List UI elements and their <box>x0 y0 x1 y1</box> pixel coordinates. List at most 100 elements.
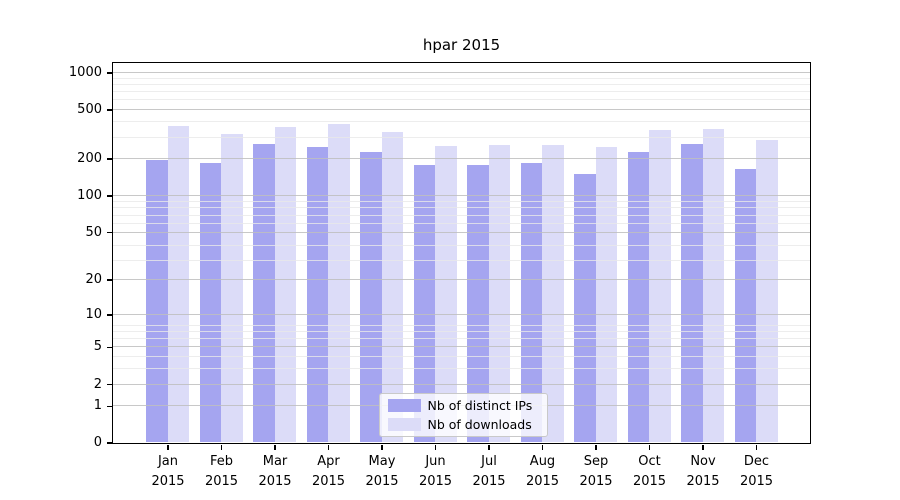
y-tick-label: 1000 <box>68 64 102 80</box>
x-tick <box>327 444 330 450</box>
legend-label: Nb of downloads <box>427 416 532 432</box>
x-tick <box>220 444 223 450</box>
gridline-minor <box>112 324 810 326</box>
bar-distinct-ips-feb <box>199 163 221 443</box>
bar-distinct-ips-jul <box>467 165 489 443</box>
y-tick <box>107 383 112 386</box>
y-tick <box>107 109 112 111</box>
gridline-minor <box>112 121 810 123</box>
y-tick-label: 200 <box>77 151 102 167</box>
gridline-major <box>112 313 810 315</box>
x-tick-label: May 2015 <box>365 454 399 489</box>
x-tick-label: Feb 2015 <box>204 454 239 489</box>
y-tick-label: 0 <box>93 435 102 450</box>
bar-distinct-ips-dec <box>734 168 756 443</box>
legend-swatch-distinct-ips <box>387 398 421 412</box>
gridline-major <box>112 346 810 348</box>
x-tick-label: Dec 2015 <box>739 454 774 489</box>
plot-area: Nb of distinct IPs Nb of downloads <box>111 61 811 444</box>
gridline-major <box>112 279 810 281</box>
bar-distinct-ips-aug <box>520 162 542 443</box>
x-tick-label: Aug 2015 <box>525 454 560 489</box>
gridline-minor <box>112 91 810 93</box>
gridline-minor <box>112 214 810 216</box>
gridline-minor <box>112 330 810 332</box>
bar-downloads-aug <box>542 144 564 443</box>
bar-downloads-jan <box>167 125 189 443</box>
bar-downloads-nov <box>702 129 724 443</box>
gridline-minor <box>112 338 810 340</box>
bar-downloads-sep <box>595 147 617 443</box>
legend: Nb of distinct IPs Nb of downloads <box>378 392 548 437</box>
gridline-major <box>112 231 810 233</box>
gridline-minor <box>112 99 810 101</box>
gridline-minor <box>112 201 810 203</box>
bar-downloads-jul <box>488 144 510 443</box>
x-tick <box>381 444 383 450</box>
gridline-major <box>112 158 810 160</box>
y-tick <box>107 195 112 197</box>
x-tick-label: Sep 2015 <box>579 454 613 489</box>
y-tick-label: 100 <box>77 187 102 203</box>
bar-downloads-oct <box>649 129 671 443</box>
x-tick-label: Apr 2015 <box>311 454 346 489</box>
x-tick-label: Nov 2015 <box>686 454 720 489</box>
y-tick-label: 20 <box>85 272 102 288</box>
y-tick <box>107 72 112 74</box>
y-tick <box>107 405 112 408</box>
gridline-minor <box>112 207 810 209</box>
y-tick <box>107 231 112 234</box>
legend-label: Nb of distinct IPs <box>427 397 533 413</box>
y-tick <box>107 279 112 281</box>
x-tick-label: Mar 2015 <box>258 454 292 489</box>
y-tick-label: 2 <box>93 376 102 392</box>
x-tick <box>167 444 169 450</box>
x-tick-label: Jun 2015 <box>418 454 453 489</box>
chart-title: hpar 2015 <box>422 36 501 54</box>
bar-downloads-dec <box>756 139 778 443</box>
bar-distinct-ips-mar <box>253 143 275 443</box>
x-tick-label: Jul 2015 <box>472 454 506 489</box>
y-tick-label: 50 <box>85 224 102 240</box>
bar-downloads-may <box>381 132 403 443</box>
x-tick <box>541 444 544 450</box>
x-tick-label: Jan 2015 <box>151 454 185 489</box>
bar-distinct-ips-may <box>360 152 382 443</box>
bar-distinct-ips-apr <box>306 147 328 443</box>
bar-distinct-ips-nov <box>681 143 703 443</box>
gridline-minor <box>112 222 810 224</box>
legend-item: Nb of downloads <box>387 416 539 432</box>
bar-downloads-mar <box>274 127 296 443</box>
bar-distinct-ips-oct <box>627 152 649 443</box>
legend-item: Nb of distinct IPs <box>387 397 539 413</box>
bar-distinct-ips-sep <box>574 173 596 443</box>
x-tick <box>702 444 704 450</box>
bar-downloads-apr <box>328 123 350 443</box>
gridline-minor <box>112 136 810 138</box>
x-tick <box>274 444 276 450</box>
x-tick <box>595 444 597 450</box>
gridline-minor <box>112 83 810 85</box>
gridline-minor <box>112 244 810 246</box>
x-tick <box>488 444 490 450</box>
legend-swatch-downloads <box>387 417 421 431</box>
y-tick <box>107 346 112 349</box>
gridline-major <box>112 194 810 196</box>
y-tick <box>107 158 112 160</box>
y-tick-label: 500 <box>77 102 102 118</box>
y-tick <box>107 314 112 316</box>
y-tick-label: 1 <box>93 398 102 414</box>
gridline-minor <box>112 368 810 370</box>
bar-distinct-ips-jan <box>146 160 168 443</box>
gridline-major <box>112 109 810 111</box>
x-tick-label: Oct 2015 <box>632 454 667 489</box>
x-tick <box>434 444 437 450</box>
x-tick <box>755 444 758 450</box>
bar-downloads-feb <box>221 133 243 443</box>
y-tick <box>107 442 112 444</box>
gridline-major <box>112 71 810 73</box>
gridline-minor <box>112 356 810 358</box>
gridline-major <box>112 383 810 385</box>
bar-distinct-ips-jun <box>413 165 435 443</box>
